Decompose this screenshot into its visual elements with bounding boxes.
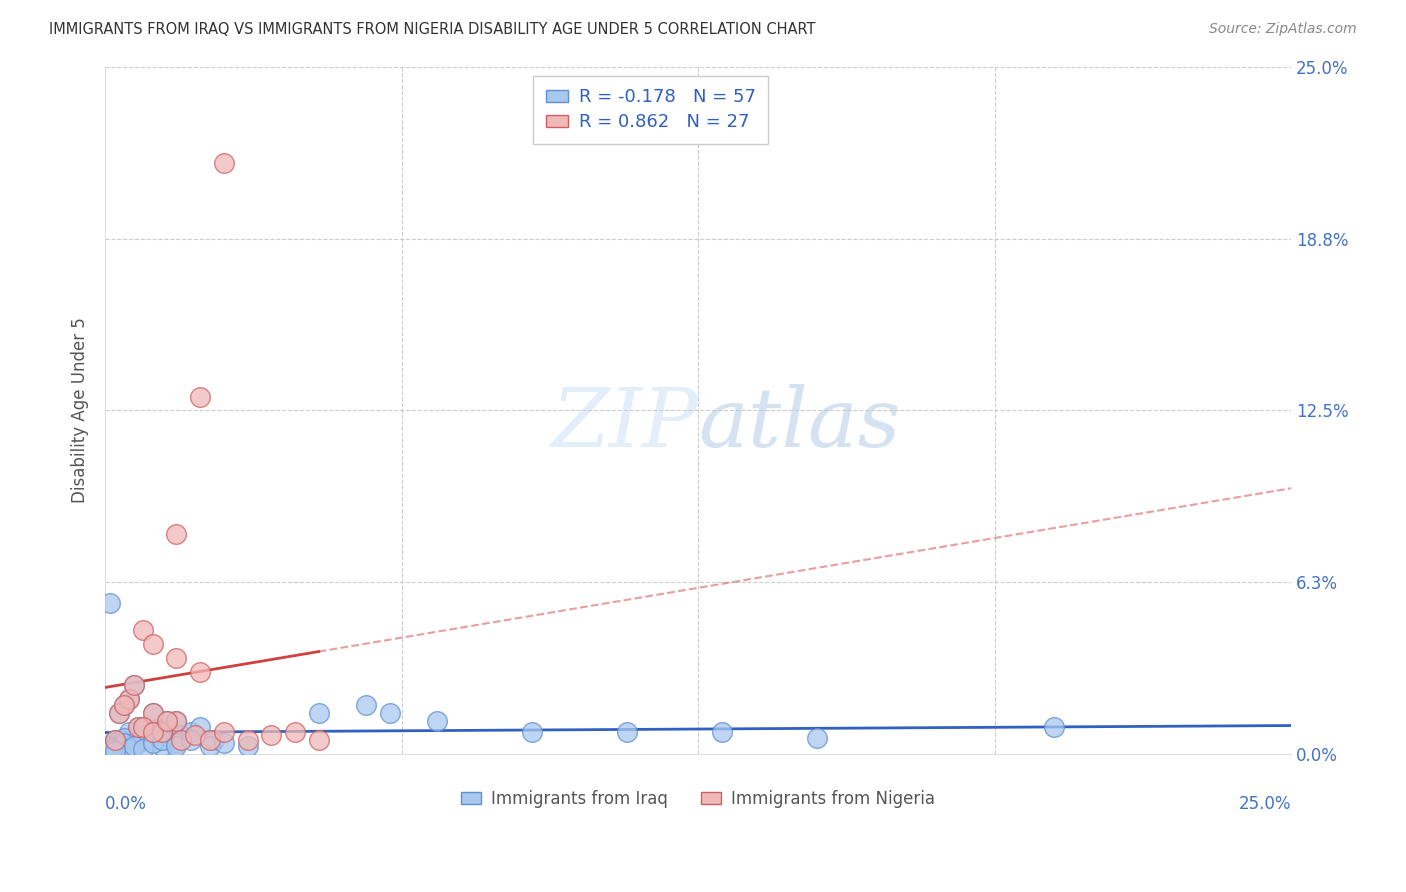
Point [101,741,124,756]
Point [132,720,155,734]
Point [108,706,131,720]
Point [616,725,638,739]
Point [118,692,141,706]
Point [97,744,120,758]
Point [426,714,449,729]
Point [122,678,145,692]
Point [150,733,173,747]
Point [711,725,734,739]
Point [156,714,179,729]
Point [378,706,401,720]
Point [160,733,183,747]
Point [165,651,187,665]
Point [98,744,121,758]
Point [188,665,211,679]
Point [165,527,187,541]
Text: 0.0%: 0.0% [105,796,148,814]
Point [98,596,121,610]
Point [112,698,135,712]
Point [98,739,121,753]
Point [170,733,193,747]
Point [132,741,155,756]
Point [522,725,544,739]
Point [188,390,211,404]
Point [308,733,330,747]
Point [180,733,202,747]
Point [108,733,131,747]
Point [198,733,221,747]
Point [308,706,330,720]
Point [108,706,131,720]
Point [104,741,127,756]
Text: 25.0%: 25.0% [1239,796,1291,814]
Point [212,156,235,170]
Point [142,736,165,750]
Point [122,739,145,753]
Point [236,739,259,753]
Point [165,714,187,729]
Y-axis label: Disability Age Under 5: Disability Age Under 5 [72,318,89,503]
Point [150,725,173,739]
Point [165,739,187,753]
Point [122,678,145,692]
Point [112,736,135,750]
Point [146,723,169,737]
Point [150,739,173,753]
Point [118,692,141,706]
Point [260,728,283,742]
Legend: Immigrants from Iraq, Immigrants from Nigeria: Immigrants from Iraq, Immigrants from Ni… [454,783,942,814]
Text: Source: ZipAtlas.com: Source: ZipAtlas.com [1209,22,1357,37]
Text: ZIP: ZIP [551,384,699,464]
Point [212,725,235,739]
Point [127,736,149,750]
Text: atlas: atlas [699,384,901,464]
Point [202,733,225,747]
Point [127,720,149,734]
Point [284,725,307,739]
Point [212,736,235,750]
Point [142,733,165,747]
Point [112,731,135,745]
Point [150,725,173,739]
Point [104,744,127,758]
Point [142,706,165,720]
Point [184,728,207,742]
Point [118,741,141,756]
Point [1043,720,1066,734]
Point [142,725,165,739]
Point [127,720,149,734]
Point [132,728,155,742]
Point [180,725,202,739]
Point [188,720,211,734]
Point [136,731,159,745]
Point [156,714,179,729]
Point [165,736,187,750]
Point [236,733,259,747]
Point [122,736,145,750]
Point [132,720,155,734]
Point [104,733,127,747]
Point [112,698,135,712]
Point [142,725,165,739]
Point [108,739,131,753]
Text: IMMIGRANTS FROM IRAQ VS IMMIGRANTS FROM NIGERIA DISABILITY AGE UNDER 5 CORRELATI: IMMIGRANTS FROM IRAQ VS IMMIGRANTS FROM … [49,22,815,37]
Point [170,728,193,742]
Point [354,698,377,712]
Point [104,733,127,747]
Point [118,725,141,739]
Point [806,731,828,745]
Point [142,706,165,720]
Point [165,714,187,729]
Point [198,739,221,753]
Point [104,739,127,753]
Point [142,637,165,651]
Point [132,624,155,638]
